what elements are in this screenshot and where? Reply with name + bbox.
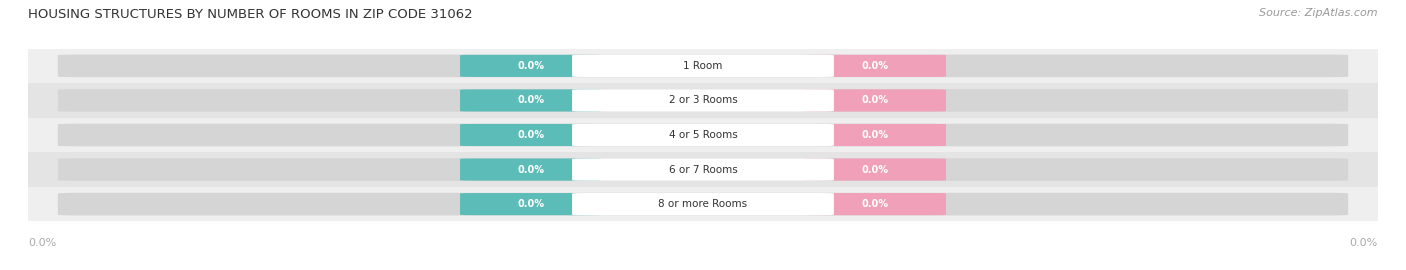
- FancyBboxPatch shape: [572, 55, 834, 77]
- FancyBboxPatch shape: [28, 187, 1378, 221]
- Text: 0.0%: 0.0%: [862, 164, 889, 175]
- Text: 8 or more Rooms: 8 or more Rooms: [658, 199, 748, 209]
- FancyBboxPatch shape: [804, 89, 946, 112]
- Text: 0.0%: 0.0%: [28, 238, 56, 248]
- Text: 4 or 5 Rooms: 4 or 5 Rooms: [669, 130, 737, 140]
- FancyBboxPatch shape: [460, 89, 602, 112]
- FancyBboxPatch shape: [58, 158, 1348, 181]
- FancyBboxPatch shape: [804, 55, 946, 77]
- Text: 0.0%: 0.0%: [517, 199, 544, 209]
- FancyBboxPatch shape: [28, 118, 1378, 152]
- FancyBboxPatch shape: [804, 193, 946, 215]
- Text: 6 or 7 Rooms: 6 or 7 Rooms: [669, 164, 737, 175]
- FancyBboxPatch shape: [58, 55, 1348, 77]
- FancyBboxPatch shape: [58, 89, 1348, 112]
- Text: 0.0%: 0.0%: [862, 130, 889, 140]
- Text: HOUSING STRUCTURES BY NUMBER OF ROOMS IN ZIP CODE 31062: HOUSING STRUCTURES BY NUMBER OF ROOMS IN…: [28, 8, 472, 21]
- Text: 0.0%: 0.0%: [862, 199, 889, 209]
- FancyBboxPatch shape: [572, 124, 834, 146]
- FancyBboxPatch shape: [460, 193, 602, 215]
- Text: 0.0%: 0.0%: [517, 130, 544, 140]
- FancyBboxPatch shape: [28, 49, 1378, 83]
- Text: 2 or 3 Rooms: 2 or 3 Rooms: [669, 95, 737, 106]
- FancyBboxPatch shape: [58, 124, 1348, 146]
- FancyBboxPatch shape: [460, 124, 602, 146]
- Text: 0.0%: 0.0%: [517, 61, 544, 71]
- Text: 0.0%: 0.0%: [1350, 238, 1378, 248]
- FancyBboxPatch shape: [460, 158, 602, 181]
- FancyBboxPatch shape: [460, 55, 602, 77]
- FancyBboxPatch shape: [804, 124, 946, 146]
- Text: 0.0%: 0.0%: [862, 61, 889, 71]
- Text: 1 Room: 1 Room: [683, 61, 723, 71]
- FancyBboxPatch shape: [58, 193, 1348, 215]
- FancyBboxPatch shape: [804, 158, 946, 181]
- Text: 0.0%: 0.0%: [517, 164, 544, 175]
- FancyBboxPatch shape: [28, 152, 1378, 187]
- FancyBboxPatch shape: [572, 158, 834, 181]
- Text: 0.0%: 0.0%: [517, 95, 544, 106]
- FancyBboxPatch shape: [572, 89, 834, 112]
- Text: Source: ZipAtlas.com: Source: ZipAtlas.com: [1260, 8, 1378, 18]
- Text: 0.0%: 0.0%: [862, 95, 889, 106]
- FancyBboxPatch shape: [28, 83, 1378, 118]
- FancyBboxPatch shape: [572, 193, 834, 215]
